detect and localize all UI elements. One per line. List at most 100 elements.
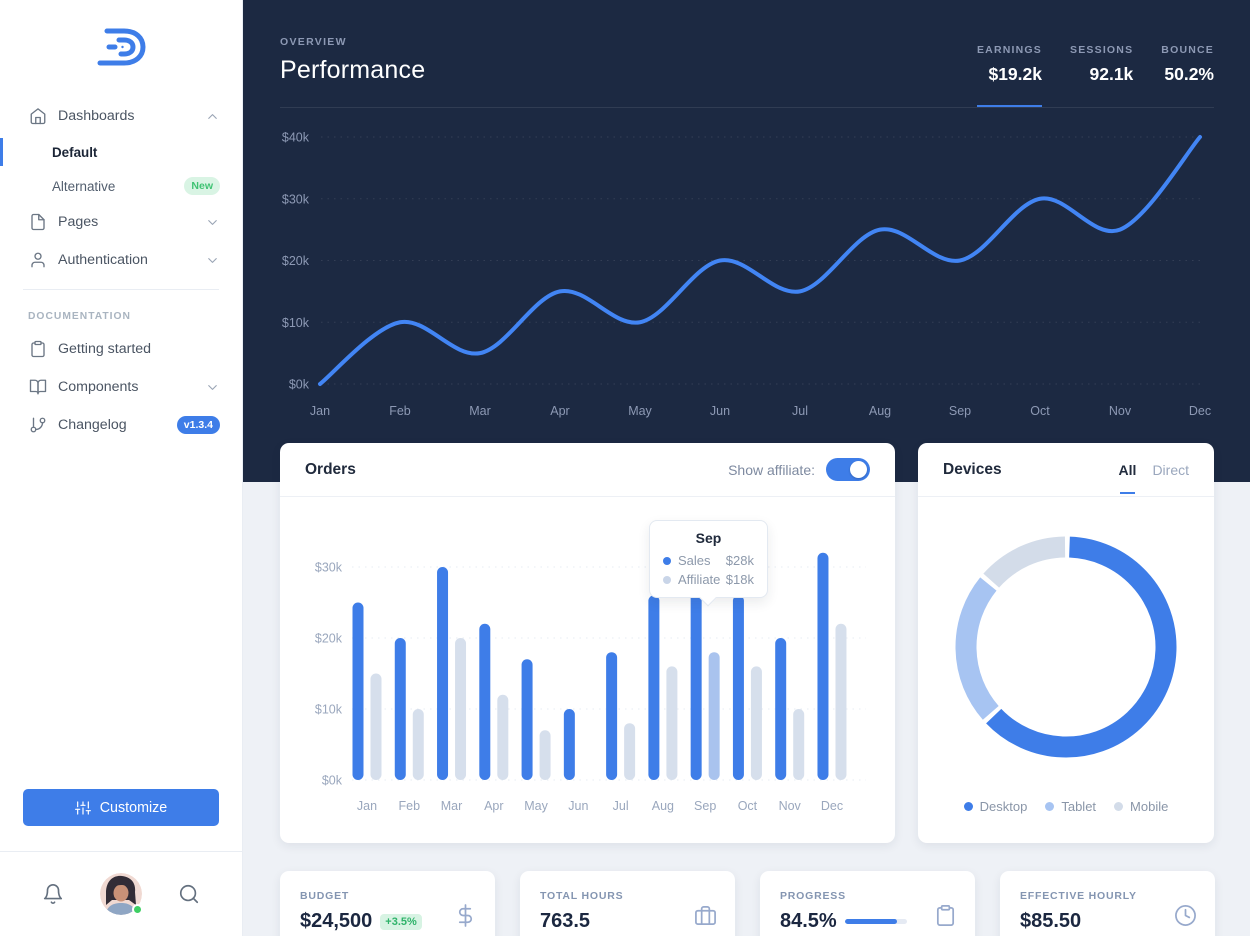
orders-card: Orders Show affiliate: $0k $10k $20k $30k Ja… <box>280 443 895 843</box>
sidebar-item-authentication[interactable]: Authentication <box>0 241 242 279</box>
show-affiliate-toggle[interactable] <box>826 458 870 481</box>
kpi-value: 84.5% <box>780 910 837 932</box>
svg-text:Feb: Feb <box>389 404 411 418</box>
sidebar-item-pages[interactable]: Pages <box>0 203 242 241</box>
home-icon <box>29 107 47 125</box>
svg-text:$30k: $30k <box>282 192 310 206</box>
clipboard-icon <box>934 904 957 927</box>
kpi-change-badge: +3.5% <box>380 913 422 930</box>
devices-card-header: Devices All Direct <box>918 443 1214 497</box>
legend-label: Tablet <box>1061 799 1097 814</box>
kpi-row: BUDGET $24,500 +3.5% TOTAL HOURS 763.5 PROGRE… <box>280 871 1215 936</box>
tab-all[interactable]: All <box>1119 462 1136 494</box>
sidebar-item-components[interactable]: Components <box>0 368 242 406</box>
svg-text:Dec: Dec <box>821 799 843 813</box>
kpi-card-total-hours: TOTAL HOURS 763.5 <box>520 871 735 936</box>
legend-label: Mobile <box>1130 799 1169 814</box>
clock-icon <box>1174 904 1197 927</box>
kpi-card-progress: PROGRESS 84.5% <box>760 871 975 936</box>
orders-card-header: Orders Show affiliate: <box>280 443 895 497</box>
chevron-down-icon <box>205 215 220 230</box>
legend-item-mobile: Mobile <box>1114 799 1168 814</box>
tab-direct[interactable]: Direct <box>1152 461 1189 478</box>
svg-text:$10k: $10k <box>282 316 310 330</box>
stat-value: 50.2% <box>1164 64 1214 84</box>
svg-text:Oct: Oct <box>738 799 758 813</box>
sliders-icon <box>74 800 91 816</box>
kpi-label: BUDGET <box>300 890 350 902</box>
sidebar-item-alternative[interactable]: Alternative New <box>0 169 242 203</box>
tooltip-series-value: $28k <box>725 553 754 568</box>
svg-text:Mar: Mar <box>441 799 463 813</box>
devices-donut-chart <box>955 536 1177 758</box>
kpi-value-row: $24,500 +3.5% <box>300 910 475 933</box>
kpi-value: $85.50 <box>1020 910 1082 932</box>
svg-text:Jan: Jan <box>310 404 330 418</box>
stat-value: 92.1k <box>1089 64 1134 84</box>
kpi-card-effective-hourly: EFFECTIVE HOURLY $85.50 <box>1000 871 1215 936</box>
svg-text:$20k: $20k <box>315 632 343 646</box>
customize-button[interactable]: Customize <box>23 789 219 826</box>
tooltip-series-value: $18k <box>725 572 754 587</box>
svg-text:$0k: $0k <box>289 378 310 392</box>
header-stat-bounce[interactable]: BOUNCE 50.2% <box>1161 44 1214 107</box>
header-stat-sessions[interactable]: SESSIONS 92.1k <box>1070 44 1133 107</box>
desktop-dot <box>963 802 973 811</box>
chart-tooltip: Sep Sales $28k Affiliate $18k <box>649 520 768 607</box>
book-icon <box>29 378 47 396</box>
svg-text:Oct: Oct <box>1030 404 1050 418</box>
svg-text:Mar: Mar <box>469 404 491 418</box>
svg-text:Apr: Apr <box>550 404 569 418</box>
kpi-label: PROGRESS <box>780 890 846 902</box>
sidebar-item-default[interactable]: Default <box>0 135 242 169</box>
sidebar-item-changelog[interactable]: Changelog v1.3.4 <box>0 406 242 444</box>
tooltip-row-sales: Sales $28k <box>650 551 767 570</box>
orders-title: Orders <box>305 460 356 478</box>
notifications-bell-icon[interactable] <box>42 883 64 905</box>
svg-text:Jul: Jul <box>613 799 629 813</box>
sidebar-footer <box>0 851 242 936</box>
sales-dot <box>663 556 671 565</box>
nav-item-label: Changelog <box>58 417 127 433</box>
active-tab-underline <box>1119 491 1136 494</box>
devices-title: Devices <box>943 460 1002 478</box>
sidebar-divider <box>23 289 219 290</box>
brand-logo-icon[interactable] <box>0 22 242 72</box>
active-stat-underline <box>976 105 1042 107</box>
tooltip-series-label: Sales <box>678 553 711 568</box>
nav-item-label: Pages <box>58 214 99 230</box>
sidebar-item-dashboards[interactable]: Dashboards <box>0 97 242 135</box>
devices-card: Devices All Direct Desktop Tablet Mobile <box>918 443 1214 843</box>
mobile-dot <box>1114 802 1124 811</box>
dollar-icon <box>454 904 477 927</box>
header-stat-earnings[interactable]: EARNINGS $19.2k <box>976 44 1042 107</box>
kpi-progress-fill <box>844 919 898 924</box>
hero-divider <box>280 107 1214 108</box>
user-avatar[interactable] <box>100 873 143 915</box>
search-icon[interactable] <box>178 883 200 905</box>
kpi-card-budget: BUDGET $24,500 +3.5% <box>280 871 495 936</box>
nav-item-label: Authentication <box>58 252 148 268</box>
devices-tabs: All Direct <box>1119 461 1189 494</box>
tooltip-title: Sep <box>695 530 722 546</box>
svg-text:$20k: $20k <box>282 254 310 268</box>
badge-v1-3-4: v1.3.4 <box>176 416 220 434</box>
briefcase-icon <box>694 904 717 927</box>
svg-text:$0k: $0k <box>322 774 343 788</box>
svg-text:Apr: Apr <box>484 799 503 813</box>
svg-text:Jul: Jul <box>792 404 808 418</box>
online-status-dot <box>132 904 143 915</box>
show-affiliate-label: Show affiliate: <box>728 461 815 478</box>
file-icon <box>29 213 47 231</box>
sidebar-item-getting-started[interactable]: Getting started <box>0 330 242 368</box>
overview-eyebrow: OVERVIEW <box>280 36 347 48</box>
tablet-dot <box>1045 802 1055 811</box>
tooltip-series-label: Affiliate <box>678 572 721 587</box>
svg-text:$40k: $40k <box>282 131 310 145</box>
legend-item-tablet: Tablet <box>1045 799 1096 814</box>
nav-item-label: Default <box>52 144 98 160</box>
svg-text:Nov: Nov <box>779 799 802 813</box>
badge-new: New <box>184 177 220 195</box>
svg-text:Sep: Sep <box>949 404 971 418</box>
svg-text:$30k: $30k <box>315 561 343 575</box>
